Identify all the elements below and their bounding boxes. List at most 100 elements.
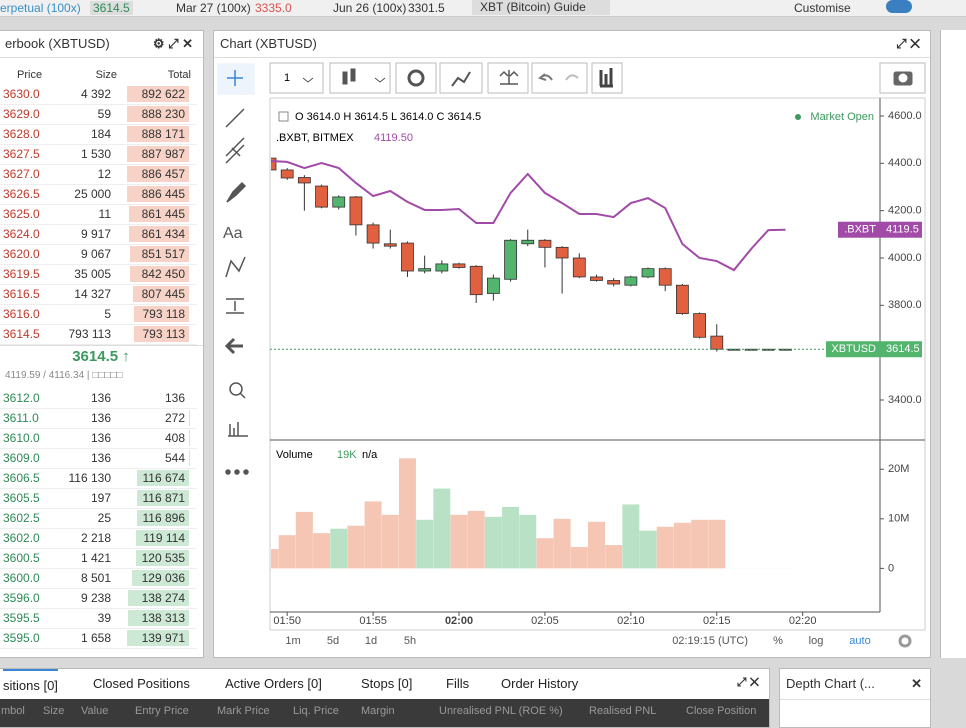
volume-bar [416,520,433,569]
tool-crosshair[interactable] [218,64,254,94]
total-cell: 119 114 [143,528,185,548]
tool-fib[interactable] [226,138,244,163]
y-tick-label: 3400.0 [888,394,922,406]
tool-measure[interactable] [226,299,244,313]
guide-button[interactable]: XBT (Bitcoin) Guide [472,0,610,15]
indicators-button[interactable] [440,63,482,93]
tool-brush[interactable] [227,183,245,202]
ticker-name[interactable]: Jun 26 (100x) [333,1,406,15]
compare-button[interactable] [488,63,528,93]
volume-bar [674,523,691,569]
icon[interactable] [226,470,230,474]
icon [540,74,552,80]
x-tick-label: 02:05 [531,615,559,627]
price-cell: 3600.5 [3,548,40,568]
price-tag-value: 4119.5 [886,224,919,236]
icon [351,69,355,81]
size-cell: 793 113 [69,324,112,344]
range-button[interactable]: 1m [285,635,300,647]
candle-body [453,264,465,268]
tool-back[interactable] [227,339,243,353]
series-last: 4119.50 [374,132,413,144]
column-header: Total [168,65,191,85]
y-tick-label: 4200.0 [888,205,922,217]
range-button[interactable]: 1d [365,635,377,647]
status-dot [795,114,801,120]
total-cell: 120 535 [142,548,185,568]
icon [235,470,239,474]
x-tick-label: 02:00 [445,615,473,627]
panel-title: Depth Chart (... [786,676,875,691]
tab: Active Orders [0] [225,669,322,699]
volume-bar [571,547,588,568]
size-cell: 25 000 [74,184,111,204]
panel-controls[interactable]: ⤢ ✕ [737,675,759,690]
column-header: Unrealised PNL (ROE %) [439,699,563,723]
auto-toggle[interactable]: auto [849,635,870,647]
chart-type-button[interactable] [330,63,390,93]
size-cell: 8 501 [81,568,111,588]
size-cell: 9 238 [81,588,111,608]
price-cell: 3602.0 [3,528,40,548]
column-header: Size [96,65,117,85]
tool-line[interactable] [226,109,244,127]
range-button[interactable]: 5h [404,635,416,647]
log-toggle[interactable]: log [809,635,824,647]
column-header: Entry Price [135,699,189,723]
price-cell: 3595.5 [3,608,40,628]
tool-pattern[interactable] [226,257,245,277]
plot-area [262,154,794,569]
volume-bar [622,504,639,568]
price-cell: 3612.0 [3,388,40,408]
volume-value: 19K [337,449,357,461]
depth-panel: Depth Chart (... ✕ [779,668,931,728]
panel-header: erbook (XBTUSD)⚙ ⤢ ✕ [0,31,203,58]
ticker-name[interactable]: erpetual (100x) [0,1,81,15]
total-cell: 116 871 [143,488,186,508]
y-tick-label: 3800.0 [888,299,922,311]
column-header: Realised PNL [589,699,656,723]
ticker-price: 3335.0 [255,1,292,15]
size-cell: 1 530 [81,144,111,164]
percent-toggle[interactable]: % [773,635,783,647]
price-tag-label: XBTUSD [831,343,876,355]
series-line [270,161,785,270]
price-cell: 3629.0 [3,104,40,124]
candle-body [573,258,585,277]
volume-bar [365,501,382,568]
size-cell: 25 [98,508,111,528]
candle-body [487,278,499,293]
tool-hide[interactable] [228,422,248,436]
toggle[interactable] [886,0,912,13]
panel-controls[interactable]: ⚙ ⤢ ✕ [153,31,193,57]
total-cell: 861 434 [142,224,185,244]
icon [452,72,470,86]
icon [566,75,578,80]
tool-text[interactable]: Aa [223,225,243,242]
customise-menu[interactable]: Customise [794,1,851,15]
volume-bar [313,533,330,568]
interval-button[interactable] [270,63,323,93]
interval-value[interactable]: 1 [284,72,290,84]
size-cell: 39 [98,608,111,628]
settings-button[interactable] [396,63,436,93]
panel-controls[interactable]: ✕ [911,669,922,699]
collapse-toggle[interactable] [279,112,288,121]
candle-body [350,197,362,225]
range-button[interactable]: 5d [327,635,339,647]
dropdown-arrow [375,78,385,82]
volume-bar [519,515,536,569]
price-cell: 3616.5 [3,284,40,304]
settings-icon[interactable] [900,636,910,646]
candle-body [522,240,534,244]
ticker-name[interactable]: Mar 27 (100x) [176,1,251,15]
